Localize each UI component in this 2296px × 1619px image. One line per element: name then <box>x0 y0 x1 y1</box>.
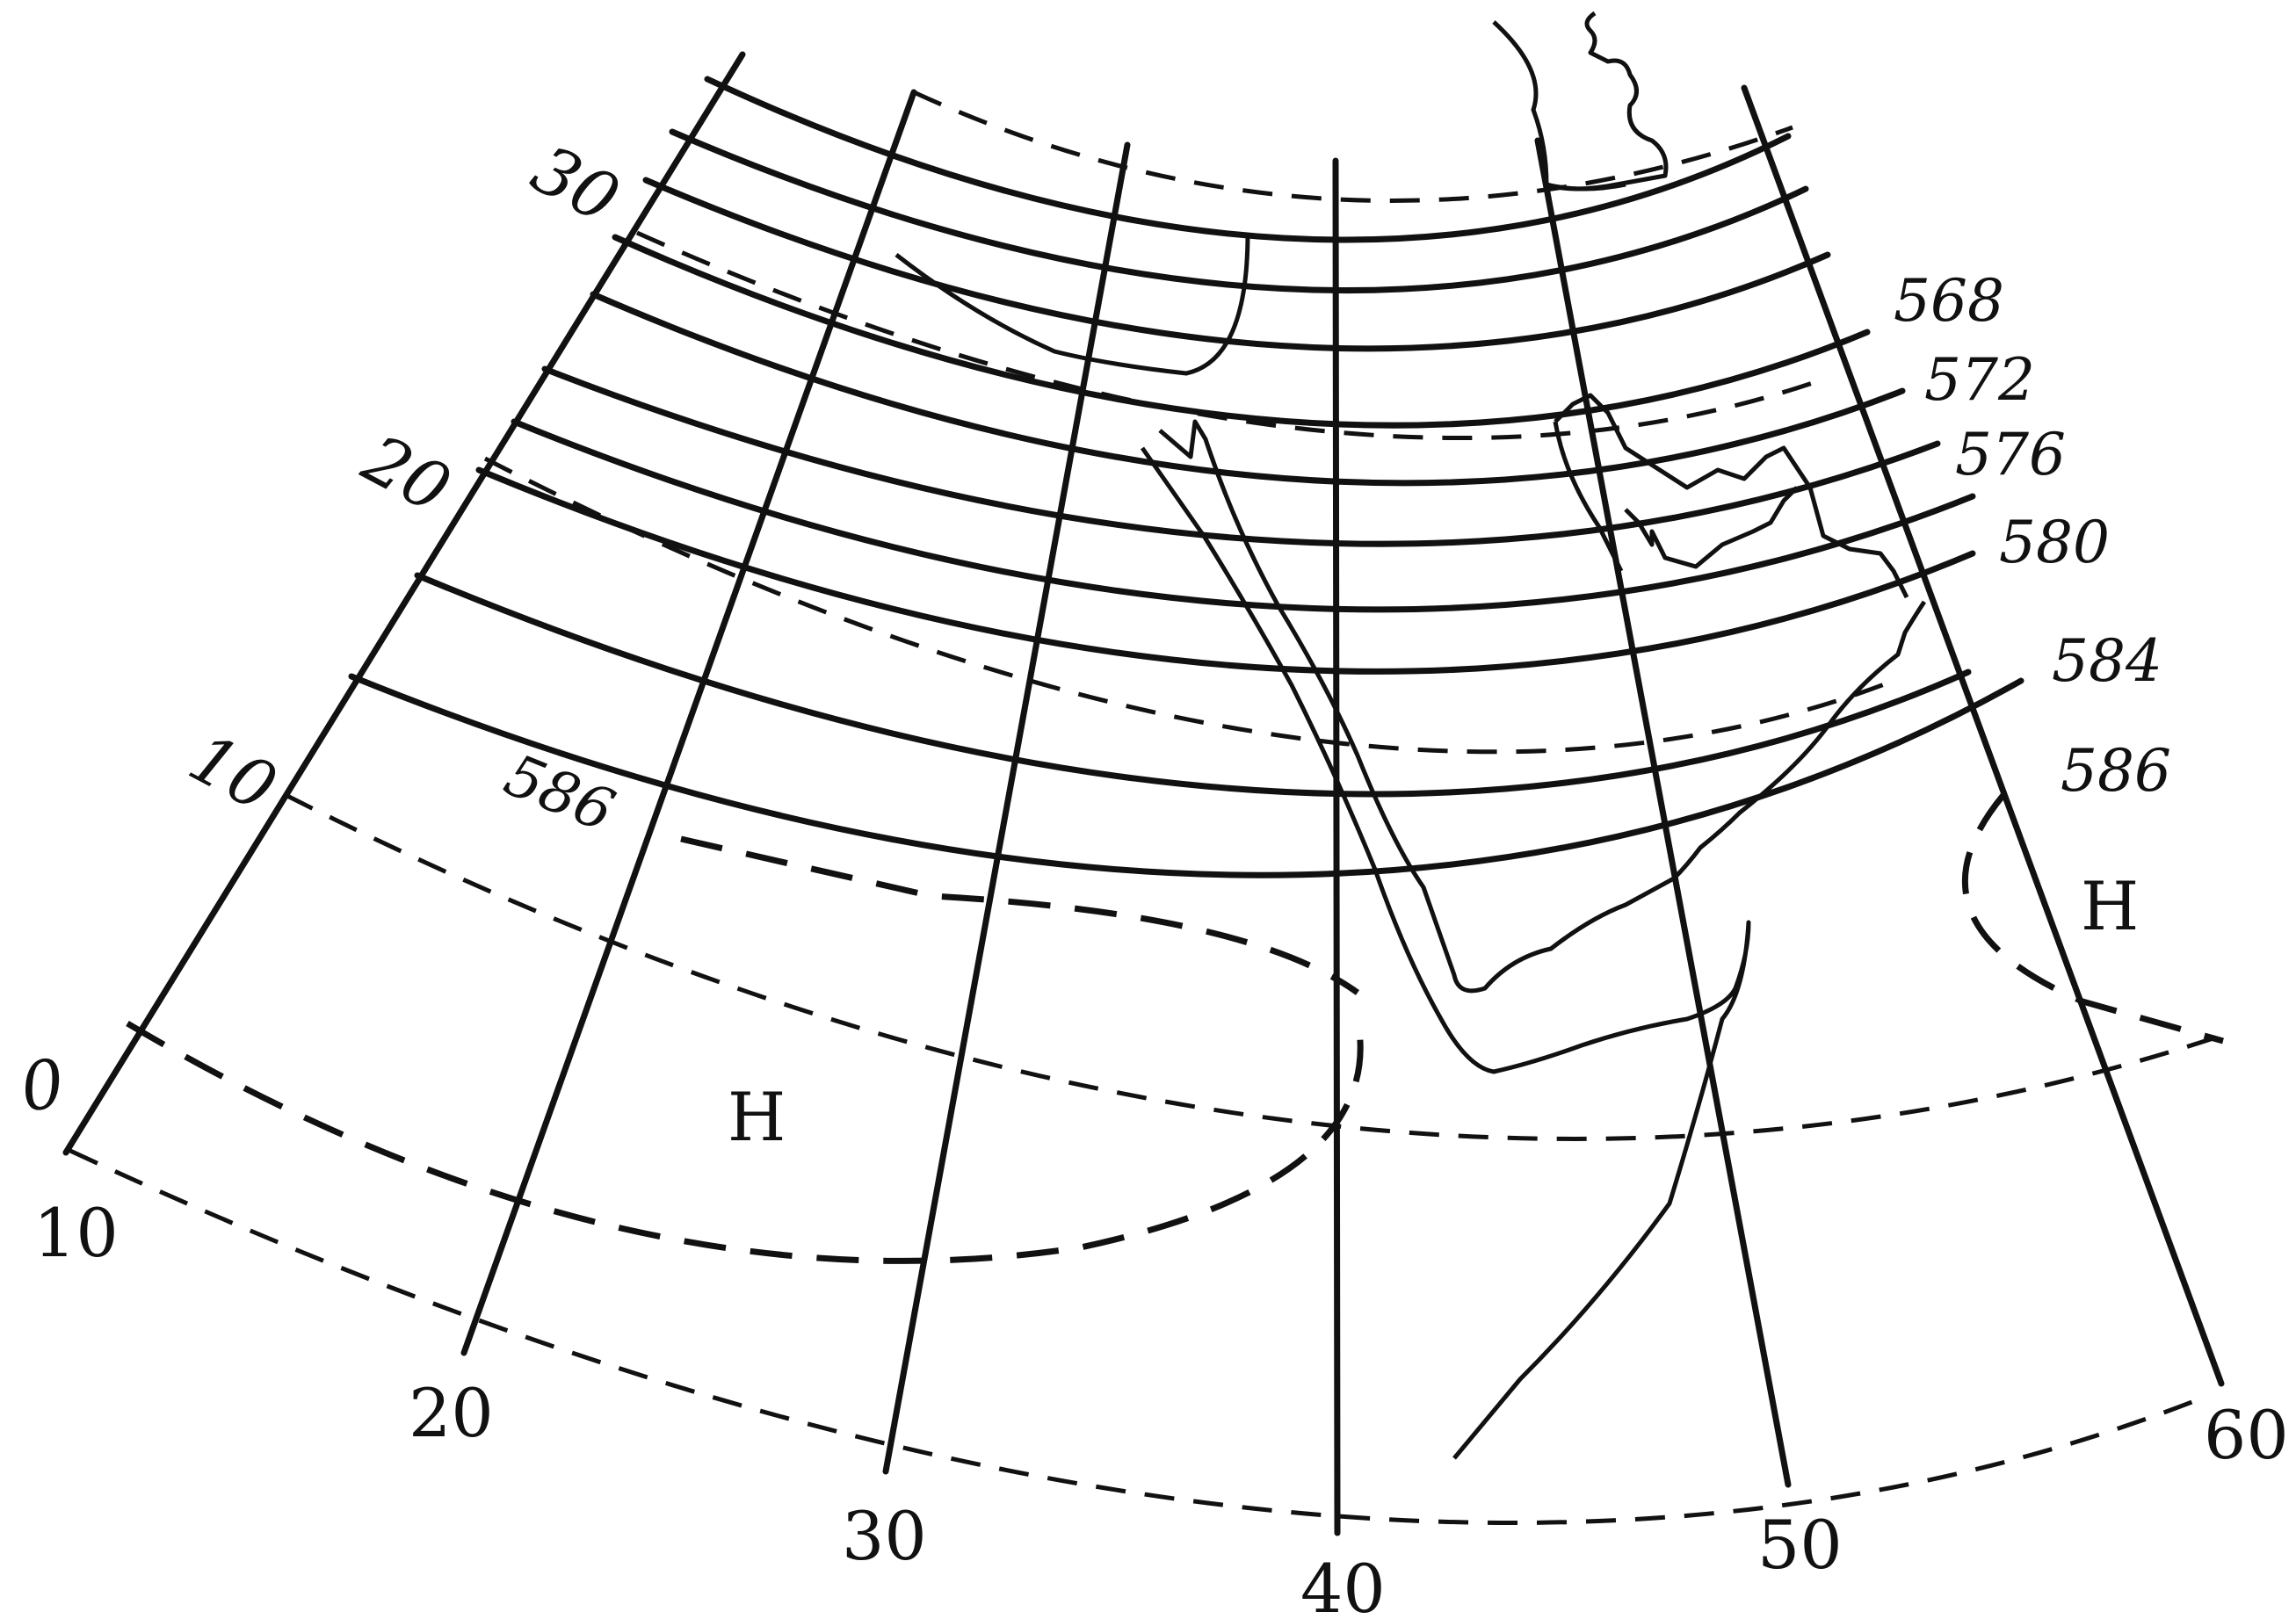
coastline-levant <box>1553 421 1624 573</box>
contour-line <box>612 234 1871 429</box>
longitude-label-40: 40 <box>1300 1550 1386 1619</box>
meridian-50 <box>1534 137 1792 1488</box>
contour-label-568: 568 <box>1894 267 2004 335</box>
meridian-30 <box>882 141 1131 1475</box>
longitude-labels: 10 20 30 40 50 60 <box>33 1194 2289 1619</box>
meridians <box>62 51 2225 1536</box>
meridian-10 <box>62 51 746 1156</box>
parallel-40 <box>912 90 1793 203</box>
coastline-caspian <box>1492 11 1669 192</box>
contour-label-572: 572 <box>1924 346 2035 414</box>
parallel-10 <box>284 792 2220 1141</box>
latitude-labels: 0 10 20 30 <box>16 129 632 1127</box>
parallel-20 <box>483 456 1894 755</box>
meridian-20 <box>460 89 917 1356</box>
contour-label-576: 576 <box>1955 421 2066 488</box>
meridian-40 <box>1332 157 1341 1536</box>
latitude-label-20: 20 <box>351 419 463 528</box>
contour-label-586-east: 586 <box>2061 737 2171 805</box>
coastline-persian-gulf <box>1554 393 1909 599</box>
coastline-europe <box>894 232 1250 376</box>
parallel-0 <box>69 1148 2206 1525</box>
coastlines <box>894 11 1927 1460</box>
high-pressure-center-west: H <box>728 1078 786 1156</box>
pressure-centers: H H <box>728 867 2139 1156</box>
meridian-60 <box>1741 84 2225 1387</box>
latitude-label-30: 30 <box>520 129 632 238</box>
contour-line <box>590 291 1906 487</box>
high-contour-east <box>1961 792 2224 1044</box>
coastline-red-sea-west <box>1140 446 1751 1460</box>
latitude-label-0: 0 <box>16 1044 69 1127</box>
high-pressure-center-east: H <box>2081 867 2139 945</box>
parallel-30 <box>635 230 1829 440</box>
contour-label-584: 584 <box>2052 627 2162 695</box>
contour-line <box>475 466 1976 675</box>
contour-labels: 568 572 576 580 584 586 586 <box>496 267 2171 845</box>
contour-line <box>642 177 1831 352</box>
contour-label-586-west: 586 <box>496 741 624 845</box>
contour-line <box>541 365 1941 547</box>
longitude-label-50: 50 <box>1757 1506 1843 1584</box>
contour-line <box>511 418 1976 613</box>
contour-line <box>348 673 2024 878</box>
contour-line <box>669 128 1809 294</box>
parallels <box>69 90 2220 1525</box>
contour-line <box>414 572 1972 798</box>
longitude-label-10: 10 <box>33 1194 119 1272</box>
contours-dashed <box>126 792 2224 1264</box>
contours-solid <box>348 76 2024 878</box>
longitude-label-60: 60 <box>2204 1396 2289 1474</box>
high-contour-west <box>126 1018 1364 1264</box>
longitude-label-30: 30 <box>842 1497 927 1575</box>
contour-line <box>704 76 1792 243</box>
longitude-label-20: 20 <box>409 1374 494 1452</box>
coastline-black-sea <box>1546 182 1626 192</box>
latitude-label-10: 10 <box>177 718 289 827</box>
contour-label-580: 580 <box>1999 509 2110 576</box>
coastline-red-sea-east <box>1158 419 1927 994</box>
